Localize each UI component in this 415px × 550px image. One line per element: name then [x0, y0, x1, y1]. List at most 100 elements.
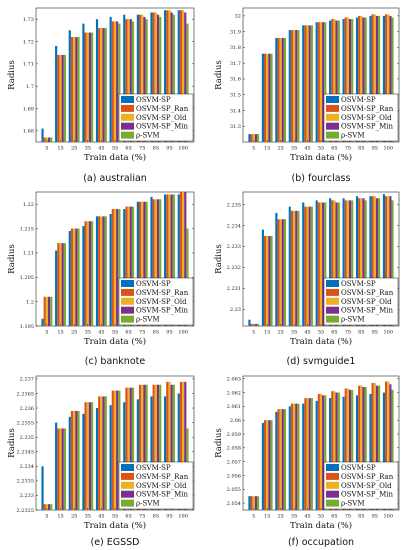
bar-3-5: [116, 209, 119, 326]
bar-0-2: [68, 30, 71, 142]
bar-1-8: [152, 12, 155, 142]
bar-4-5: [118, 23, 121, 143]
bar-0-3: [82, 413, 85, 510]
bar-0-8: [355, 395, 359, 510]
bar-1-0: [43, 137, 46, 142]
x-axis-label: Train data (%): [84, 520, 146, 531]
bar-4-3: [297, 210, 300, 326]
bar-4-2: [77, 37, 80, 142]
bar-3-5: [116, 390, 119, 510]
x-tick-label: 75: [139, 146, 145, 152]
bar-1-2: [277, 37, 280, 143]
bar-4-8: [159, 199, 162, 326]
x-tick-label: 35: [291, 330, 297, 336]
bar-2-10: [387, 14, 390, 143]
bar-0-1: [261, 422, 264, 510]
x-tick-label: 45: [98, 514, 104, 520]
bar-0-7: [342, 396, 345, 510]
bar-2-0: [45, 504, 48, 510]
bar-2-4: [100, 396, 103, 510]
bar-2-6: [127, 387, 130, 510]
legend-label-2: OSVM-SP_Old: [136, 298, 187, 306]
bar-3-4: [308, 206, 311, 326]
legend-swatch-2: [121, 113, 134, 121]
legend-label-1: OSVM-SP_Ran: [136, 289, 189, 297]
bar-1-4: [98, 28, 101, 143]
bar-4-3: [91, 402, 94, 510]
bar-3-8: [156, 384, 160, 510]
bar-2-3: [293, 403, 296, 510]
legend-label-4: ρ-SVM: [136, 500, 160, 508]
bar-2-10: [182, 381, 185, 510]
bar-4-0: [256, 134, 260, 142]
x-axis-label: Train data (%): [290, 336, 352, 347]
x-tick-label: 35: [85, 330, 91, 336]
bar-3-9: [375, 15, 379, 143]
y-tick-label: 1.7: [26, 84, 34, 90]
x-tick-label: 85: [153, 330, 159, 336]
y-axis-label: Radius: [214, 244, 224, 274]
x-tick-label: 15: [57, 146, 63, 152]
y-tick-label: 31.4: [230, 108, 241, 114]
bar-3-3: [295, 210, 298, 326]
bar-2-3: [86, 402, 89, 510]
y-tick-label: 1.71: [23, 62, 34, 68]
bar-2-2: [73, 228, 76, 326]
bar-0-1: [55, 250, 58, 326]
bar-1-5: [317, 202, 320, 326]
bar-1-1: [263, 420, 267, 510]
x-tick-label: 100: [178, 330, 188, 336]
bar-4-2: [283, 37, 287, 143]
legend-swatch-1: [121, 472, 134, 480]
bar-2-8: [360, 15, 363, 143]
legend-label-3: OSVM-SP_Min: [136, 123, 189, 131]
x-tick-label: 45: [304, 146, 310, 152]
bar-4-8: [159, 384, 162, 510]
bar-2-4: [100, 28, 103, 143]
bar-0-5: [315, 200, 318, 326]
bar-0-3: [288, 406, 291, 510]
x-tick-label: 15: [264, 514, 270, 520]
legend: OSVM-SPOSVM-SP_RanOSVM-SP_OldOSVM-SP_Min…: [323, 277, 399, 326]
legend-label-3: OSVM-SP_Min: [341, 491, 394, 499]
legend-label-2: OSVM-SP_Old: [136, 114, 187, 122]
bar-4-9: [378, 385, 381, 510]
bar-3-3: [88, 402, 92, 510]
bar-3-4: [308, 25, 311, 143]
y-tick-label: 2.2345: [17, 450, 35, 456]
bar-0-4: [95, 19, 99, 143]
y-tick-label: 2.056: [227, 473, 241, 479]
bar-2-3: [293, 30, 296, 142]
bar-3-0: [254, 134, 257, 142]
y-tick-label: 2.234: [20, 464, 34, 470]
x-tick-label: 75: [139, 330, 145, 336]
bar-2-4: [306, 25, 309, 143]
legend-label-1: OSVM-SP_Ran: [136, 105, 189, 113]
bar-1-3: [84, 221, 87, 326]
y-tick-label: 1.2: [26, 299, 34, 305]
bar-0-6: [123, 209, 126, 326]
x-axis-label: Train data (%): [84, 336, 146, 347]
bar-2-3: [86, 221, 89, 326]
legend-label-1: OSVM-SP_Ran: [341, 105, 394, 113]
bar-1-6: [125, 19, 128, 143]
bar-1-3: [290, 210, 294, 326]
legend-swatch-4: [121, 315, 134, 323]
y-axis-label: Radius: [214, 60, 224, 90]
bar-4-7: [351, 389, 354, 510]
bar-3-1: [268, 420, 271, 510]
bar-4-1: [63, 243, 66, 326]
legend-swatch-2: [121, 481, 134, 489]
bar-3-4: [102, 216, 105, 326]
bar-1-4: [304, 25, 307, 143]
bar-3-8: [156, 14, 160, 143]
x-tick-label: 5: [252, 514, 255, 520]
bar-2-5: [113, 21, 117, 142]
x-tick-label: 85: [358, 330, 364, 336]
bar-0-2: [275, 37, 278, 143]
bar-3-0: [47, 296, 51, 326]
bar-1-7: [344, 200, 347, 326]
bar-0-7: [342, 19, 345, 142]
bar-1-0: [250, 134, 253, 142]
